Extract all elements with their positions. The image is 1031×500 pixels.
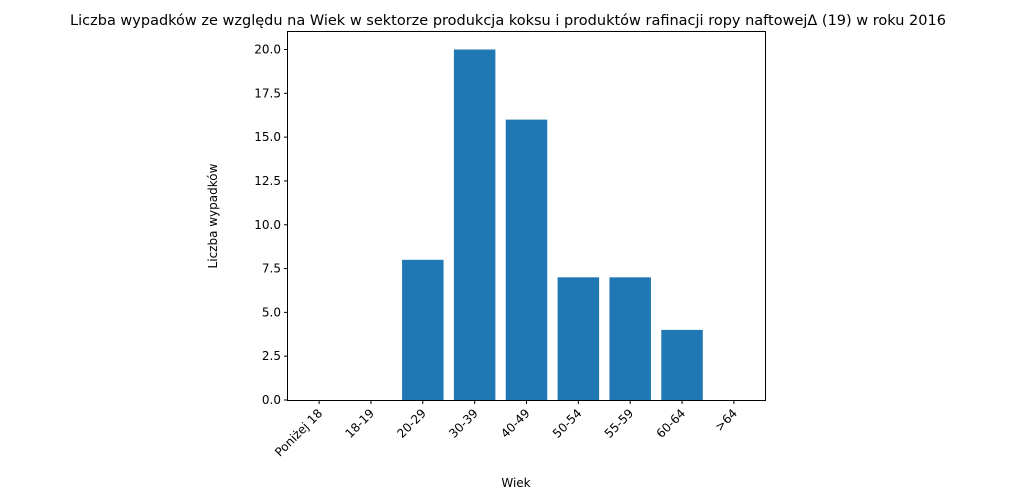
x-tick-label: 40-49 [498, 406, 533, 441]
x-tick-label: 55-59 [602, 406, 637, 441]
bar-6 [609, 277, 651, 400]
y-tick-label: 2.5 [262, 349, 281, 363]
x-tick-label: 18-19 [343, 406, 378, 441]
bar-2 [402, 259, 444, 400]
bar-5 [557, 277, 600, 400]
y-tick-label: 7.5 [262, 262, 281, 276]
x-axis-label: Wiek [501, 476, 530, 490]
chart-title: Liczba wypadków ze względu na Wiek w sek… [70, 13, 946, 29]
y-tick-label: 15.0 [254, 130, 281, 144]
x-tick-label: 20-29 [394, 406, 429, 441]
bar-3 [453, 49, 496, 401]
bar-4 [505, 119, 548, 401]
y-tick-label: 12.5 [254, 174, 281, 188]
x-tick-label: 60-64 [654, 406, 689, 441]
plot-frame [287, 31, 766, 401]
y-axis-ticks: 0.0 2.5 5.0 7.5 10.0 12.5 15.0 17.5 20.0 [254, 43, 288, 407]
y-tick-label: 20.0 [254, 43, 281, 57]
x-tick-label: 50-54 [550, 406, 585, 441]
x-tick-label: Poniżej 18 [272, 406, 325, 459]
x-tick-label: >64 [712, 406, 740, 434]
x-tick-label: 30-39 [446, 406, 481, 441]
bars-group [402, 49, 703, 401]
y-tick-label: 0.0 [262, 393, 281, 407]
y-axis-label: Liczba wypadków [206, 163, 220, 268]
y-tick-label: 10.0 [254, 218, 281, 232]
y-tick-label: 17.5 [254, 86, 281, 100]
bar-7 [661, 329, 703, 400]
y-tick-label: 5.0 [262, 305, 281, 319]
x-axis-ticks: Poniżej 18 18-19 20-29 30-39 40-49 50-54 55-59… [272, 400, 740, 459]
